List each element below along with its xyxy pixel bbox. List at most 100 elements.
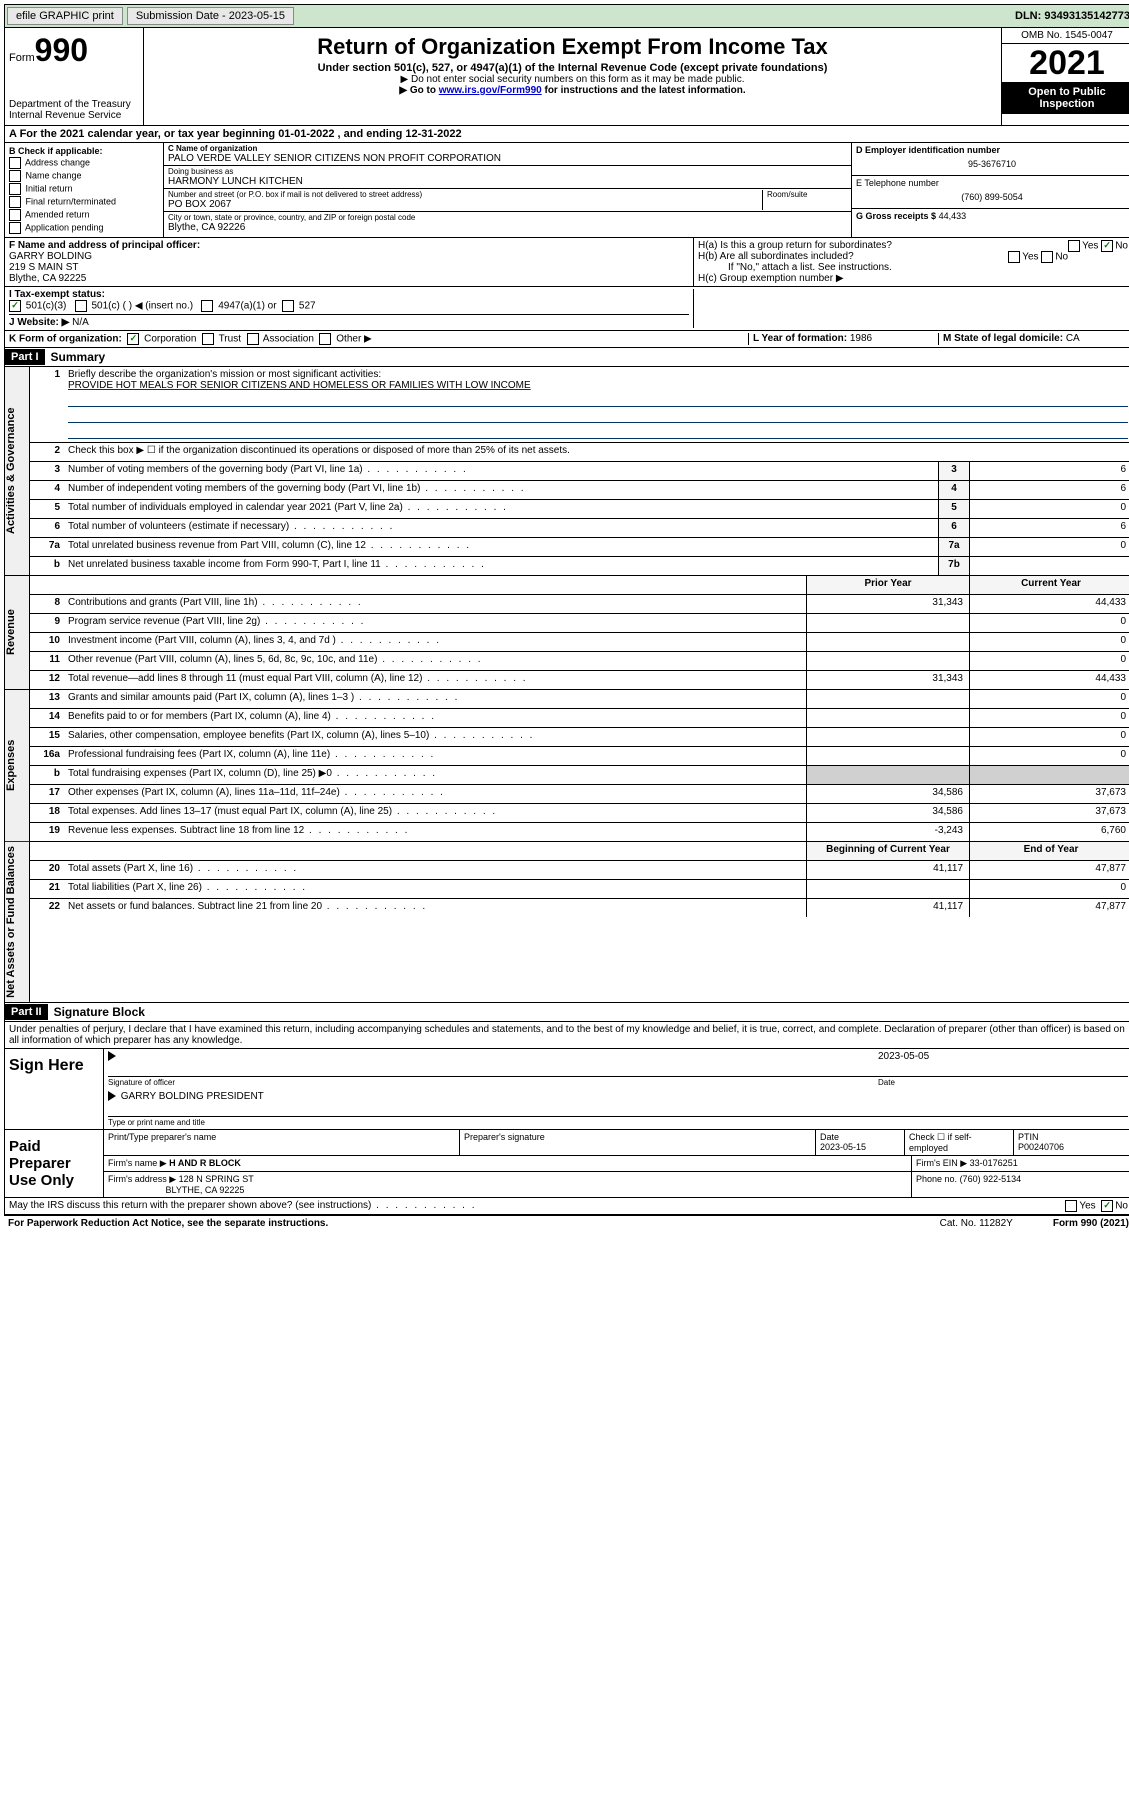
line-10: 10Investment income (Part VIII, column (… (30, 633, 1129, 652)
line-13: 13Grants and similar amounts paid (Part … (30, 690, 1129, 709)
expenses-tab: Expenses (5, 690, 30, 841)
opt-4947: 4947(a)(1) or (218, 301, 276, 312)
line-4: 4Number of independent voting members of… (30, 481, 1129, 500)
sign-date-label: Date (878, 1076, 1128, 1087)
header-mid: Return of Organization Exempt From Incom… (144, 28, 1001, 125)
trust-check[interactable] (202, 333, 214, 345)
part1-badge: Part I (5, 349, 45, 365)
assoc-check[interactable] (247, 333, 259, 345)
line-16a: 16aProfessional fundraising fees (Part I… (30, 747, 1129, 766)
check-amended-return[interactable] (9, 209, 21, 221)
officer-name-title: GARRY BOLDING PRESIDENT (121, 1091, 264, 1102)
q1-text: Briefly describe the organization's miss… (68, 369, 381, 380)
opt-501c: 501(c) ( ) ◀ (insert no.) (91, 301, 193, 312)
line-22: 22Net assets or fund balances. Subtract … (30, 899, 1129, 917)
efile-button[interactable]: efile GRAPHIC print (7, 7, 123, 25)
form-org-label: K Form of organization: (9, 334, 122, 345)
footer-left: For Paperwork Reduction Act Notice, see … (8, 1218, 328, 1229)
check-name-change[interactable] (9, 170, 21, 182)
part2-badge: Part II (5, 1004, 48, 1020)
hb-no[interactable] (1041, 251, 1053, 263)
form-number: 990 (35, 32, 88, 68)
dln-text: DLN: 93493135142773 (1015, 10, 1129, 22)
top-bar: efile GRAPHIC print Submission Date - 20… (4, 4, 1129, 28)
527-check[interactable] (282, 300, 294, 312)
firm-name-label: Firm's name ▶ (108, 1158, 167, 1168)
check-address-change[interactable] (9, 157, 21, 169)
ha-yes[interactable] (1068, 240, 1080, 252)
begin-year-header: Beginning of Current Year (806, 842, 969, 860)
sign-block: Sign Here Signature of officer 2023-05-0… (4, 1049, 1129, 1130)
form-note1: ▶ Do not enter social security numbers o… (152, 74, 993, 85)
header-left: Form990 Department of the Treasury Inter… (5, 28, 144, 125)
discuss-no[interactable] (1101, 1200, 1113, 1212)
ha-label: H(a) Is this a group return for subordin… (698, 240, 892, 251)
ha-no[interactable] (1101, 240, 1113, 252)
opt-other: Other ▶ (336, 334, 371, 345)
sign-date: 2023-05-05 (878, 1051, 929, 1062)
self-emp-label: Check ☐ if self-employed (909, 1132, 972, 1153)
prep-name-label: Print/Type preparer's name (108, 1132, 216, 1142)
501c-check[interactable] (75, 300, 87, 312)
form-prefix: Form (9, 52, 35, 64)
firm-addr-label: Firm's address ▶ (108, 1174, 176, 1184)
ptin-label: PTIN (1018, 1132, 1039, 1142)
expenses-section: Expenses 13Grants and similar amounts pa… (4, 690, 1129, 842)
mission-text: PROVIDE HOT MEALS FOR SENIOR CITIZENS AN… (68, 380, 531, 391)
firm-phone: (760) 922-5134 (960, 1174, 1022, 1184)
opt-527: 527 (299, 301, 316, 312)
501c3-check[interactable] (9, 300, 21, 312)
officer-label: F Name and address of principal officer: (9, 240, 200, 251)
footer-right: Form 990 (2021) (1053, 1218, 1129, 1229)
netassets-section: Net Assets or Fund Balances Beginning of… (4, 842, 1129, 1003)
preparer-block: Paid Preparer Use Only Print/Type prepar… (4, 1130, 1129, 1215)
4947-check[interactable] (201, 300, 213, 312)
firm-phone-label: Phone no. (916, 1174, 957, 1184)
website-value: N/A (72, 317, 89, 328)
check-initial-return[interactable] (9, 183, 21, 195)
officer-name: GARRY BOLDING (9, 251, 92, 262)
sign-here-label: Sign Here (5, 1049, 104, 1129)
website-label: J Website: ▶ (9, 317, 69, 328)
tax-year: 2021 (1002, 44, 1129, 82)
firm-name: H AND R BLOCK (169, 1158, 241, 1168)
other-check[interactable] (319, 333, 331, 345)
tax-status-label: I Tax-exempt status: (9, 289, 105, 300)
officer-addr2: Blythe, CA 92225 (9, 273, 86, 284)
dept-label: Department of the Treasury (9, 99, 139, 110)
ptin-value: P00240706 (1018, 1142, 1064, 1152)
ein-value: 95-3676710 (856, 155, 1128, 173)
sig-officer-label: Signature of officer (108, 1076, 878, 1087)
check-final-return/terminated[interactable] (9, 196, 21, 208)
end-year-header: End of Year (969, 842, 1129, 860)
footer-mid: Cat. No. 11282Y (940, 1218, 1013, 1229)
box-deg: D Employer identification number 95-3676… (852, 143, 1129, 237)
corp-check[interactable] (127, 333, 139, 345)
opt-assoc: Association (263, 334, 314, 345)
line-20: 20Total assets (Part X, line 16)41,11747… (30, 861, 1129, 880)
discuss-yes[interactable] (1065, 1200, 1077, 1212)
irs-link[interactable]: www.irs.gov/Form990 (439, 85, 542, 96)
netassets-tab: Net Assets or Fund Balances (5, 842, 30, 1002)
info-grid: B Check if applicable: Address change Na… (4, 143, 1129, 238)
prep-date: 2023-05-15 (820, 1142, 866, 1152)
line-18: 18Total expenses. Add lines 13–17 (must … (30, 804, 1129, 823)
check-application-pending[interactable] (9, 222, 21, 234)
box-b-label: B Check if applicable: (9, 146, 103, 156)
submission-button[interactable]: Submission Date - 2023-05-15 (127, 7, 294, 25)
box-b: B Check if applicable: Address change Na… (5, 143, 164, 237)
hb-label: H(b) Are all subordinates included? (698, 251, 854, 262)
hb-yes[interactable] (1008, 251, 1020, 263)
gross-receipts: 44,433 (939, 211, 967, 221)
part2-header-row: Part II Signature Block (4, 1003, 1129, 1022)
phone-value: (760) 899-5054 (856, 188, 1128, 206)
form-subtitle: Under section 501(c), 527, or 4947(a)(1)… (152, 62, 993, 74)
phone-label: E Telephone number (856, 178, 1128, 188)
dba-label: Doing business as (168, 167, 847, 176)
part2-title: Signature Block (48, 1003, 151, 1021)
line-5: 5Total number of individuals employed in… (30, 500, 1129, 519)
part1-title: Summary (45, 348, 112, 366)
firm-addr2: BLYTHE, CA 92225 (166, 1185, 245, 1195)
line-17: 17Other expenses (Part IX, column (A), l… (30, 785, 1129, 804)
revenue-section: Revenue Prior Year Current Year 8Contrib… (4, 576, 1129, 690)
